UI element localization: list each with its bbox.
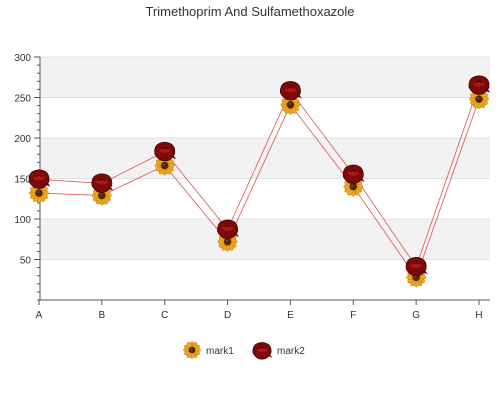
legend-label: mark2: [277, 346, 305, 357]
chart-title: Trimethoprim And Sulfamethoxazole: [145, 4, 354, 19]
y-tick-label: 250: [14, 94, 31, 105]
plot-band: [40, 219, 490, 260]
plot-band: [40, 57, 490, 98]
data-point-mark2: [217, 219, 240, 239]
series-line-mark1: [38, 98, 480, 279]
data-point-mark1: [154, 155, 175, 176]
y-tick-label: 100: [14, 215, 31, 226]
y-tick-label: 200: [14, 134, 31, 145]
x-tick-label: C: [161, 310, 168, 321]
data-point-mark2: [280, 81, 302, 101]
x-tick-label: B: [99, 310, 106, 321]
data-point-mark2: [91, 173, 114, 193]
series-lines: [38, 85, 480, 279]
plot-background-bands: [40, 57, 490, 300]
legend-rose-icon: [252, 342, 273, 360]
x-tick-label: E: [287, 310, 294, 321]
x-tick-label: D: [224, 310, 231, 321]
legend-sunflower-icon: [183, 341, 201, 359]
plot-band: [40, 178, 490, 219]
legend-label: mark1: [206, 346, 234, 357]
plot-band: [40, 138, 490, 179]
data-point-mark2: [342, 164, 365, 184]
data-point-mark2: [468, 75, 491, 95]
series-markers: [28, 75, 491, 288]
gridlines: [40, 56, 490, 260]
plot-band: [40, 97, 490, 138]
data-point-mark2: [154, 141, 177, 162]
x-tick-label: A: [36, 310, 43, 321]
y-tick-label: 300: [14, 53, 31, 64]
x-tick-label: H: [475, 310, 482, 321]
x-tick-label: G: [412, 310, 420, 321]
x-tick-label: F: [350, 310, 356, 321]
data-point-mark2: [28, 169, 51, 189]
legend: mark1 mark2: [183, 341, 305, 360]
y-tick-label: 150: [14, 175, 31, 186]
data-point-mark2: [405, 256, 428, 277]
series-line-mark2: [38, 85, 480, 268]
data-point-mark1: [29, 183, 49, 203]
data-point-mark1: [91, 185, 112, 206]
y-tick-label: 50: [20, 256, 32, 267]
